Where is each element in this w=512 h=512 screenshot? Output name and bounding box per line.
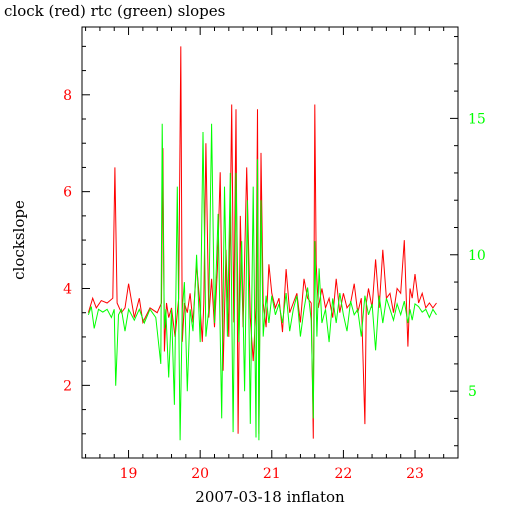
x-tick-label: 20: [191, 466, 209, 482]
plot-frame: [81, 26, 459, 459]
y-tick-label-left: 6: [63, 185, 72, 201]
chart-title: clock (red) rtc (green) slopes: [4, 2, 226, 20]
y-tick-label-right: 15: [468, 111, 486, 127]
y-tick-label-left: 4: [63, 282, 72, 298]
y-tick-label-right: 10: [468, 248, 486, 264]
x-tick-label: 21: [263, 466, 281, 482]
series-line-rtc: [87, 123, 437, 441]
series-line-clock: [87, 46, 437, 439]
x-tick-label: 23: [406, 466, 424, 482]
y-tick-label-left: 2: [63, 378, 72, 394]
x-tick-label: 22: [334, 466, 352, 482]
y-tick-label-left: 8: [63, 88, 72, 104]
y-tick-label-right: 5: [468, 384, 477, 400]
x-tick-label: 19: [120, 466, 138, 482]
x-axis-label: 2007-03-18 inflaton: [195, 488, 345, 506]
